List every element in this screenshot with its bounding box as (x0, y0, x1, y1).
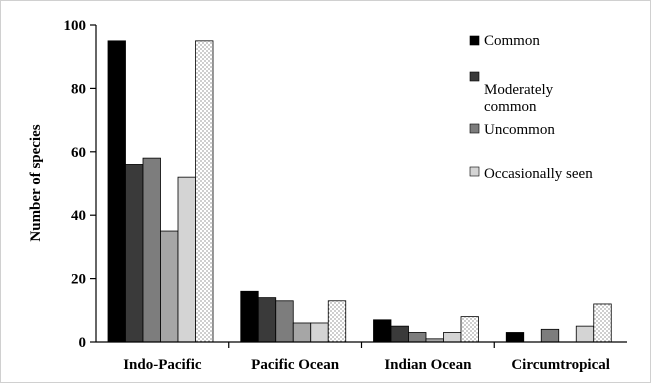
bar-indian-ocean-series-1 (373, 319, 392, 343)
y-tick-label: 20 (71, 272, 86, 288)
bar-indo-pacific-series-2 (125, 164, 144, 343)
bar-pacific-ocean-series-6 (327, 300, 347, 343)
bar-circumtropical-series-3 (540, 328, 560, 343)
y-tick-label: 100 (64, 18, 87, 34)
bar-indo-pacific-series-3 (142, 157, 161, 343)
bar-indian-ocean-series-5 (443, 332, 462, 343)
y-tick-label: 60 (71, 145, 86, 161)
y-ticks-group: 0 20 40 60 80 100 (64, 18, 96, 351)
bar-pacific-ocean-series-4 (292, 322, 312, 343)
bar-circumtropical-series-6 (593, 303, 612, 343)
category-label-circumtropical: Circumtropical (511, 357, 610, 373)
bar-indian-ocean-series-2 (390, 325, 409, 343)
legend-label-4: Occasionally seen (484, 166, 593, 182)
y-axis-title: Number of species (28, 124, 44, 241)
bar-pacific-ocean-series-3 (275, 300, 294, 343)
y-tick-label: 40 (71, 208, 86, 224)
legend-label-1: Common (484, 33, 540, 49)
bar-indo-pacific-series-1 (107, 40, 126, 343)
legend: Common Moderately common Uncommon Occasional… (469, 33, 593, 182)
bar-indian-ocean-series-6 (460, 316, 479, 343)
x-labels-group: Indo-Pacific Pacific Ocean Indian Ocean Cir… (123, 342, 610, 373)
legend-swatch-1 (469, 35, 480, 46)
y-tick-label: 0 (79, 335, 87, 351)
legend-label-3: Uncommon (484, 122, 555, 138)
bar-indo-pacific-series-4 (160, 230, 179, 343)
legend-swatch-3 (469, 123, 480, 134)
bar-indo-pacific-series-6 (195, 40, 214, 343)
y-tick-label: 80 (71, 81, 86, 97)
legend-label-2: Moderately common (484, 82, 554, 115)
legend-swatch-2 (469, 71, 480, 82)
legend-swatch-4 (469, 166, 480, 177)
bar-pacific-ocean-series-5 (310, 322, 329, 343)
bar-pacific-ocean-series-1 (240, 290, 259, 343)
bar-circumtropical-series-1 (505, 332, 525, 343)
category-label-indian-ocean: Indian Ocean (384, 357, 472, 373)
bar-circumtropical-series-5 (575, 325, 595, 343)
category-label-indo-pacific: Indo-Pacific (123, 357, 202, 373)
bar-indian-ocean-series-3 (408, 332, 427, 343)
category-label-pacific-ocean: Pacific Ocean (251, 357, 340, 373)
bar-pacific-ocean-series-2 (257, 297, 277, 343)
bar-indo-pacific-series-5 (177, 176, 196, 343)
bars-group (107, 40, 612, 343)
